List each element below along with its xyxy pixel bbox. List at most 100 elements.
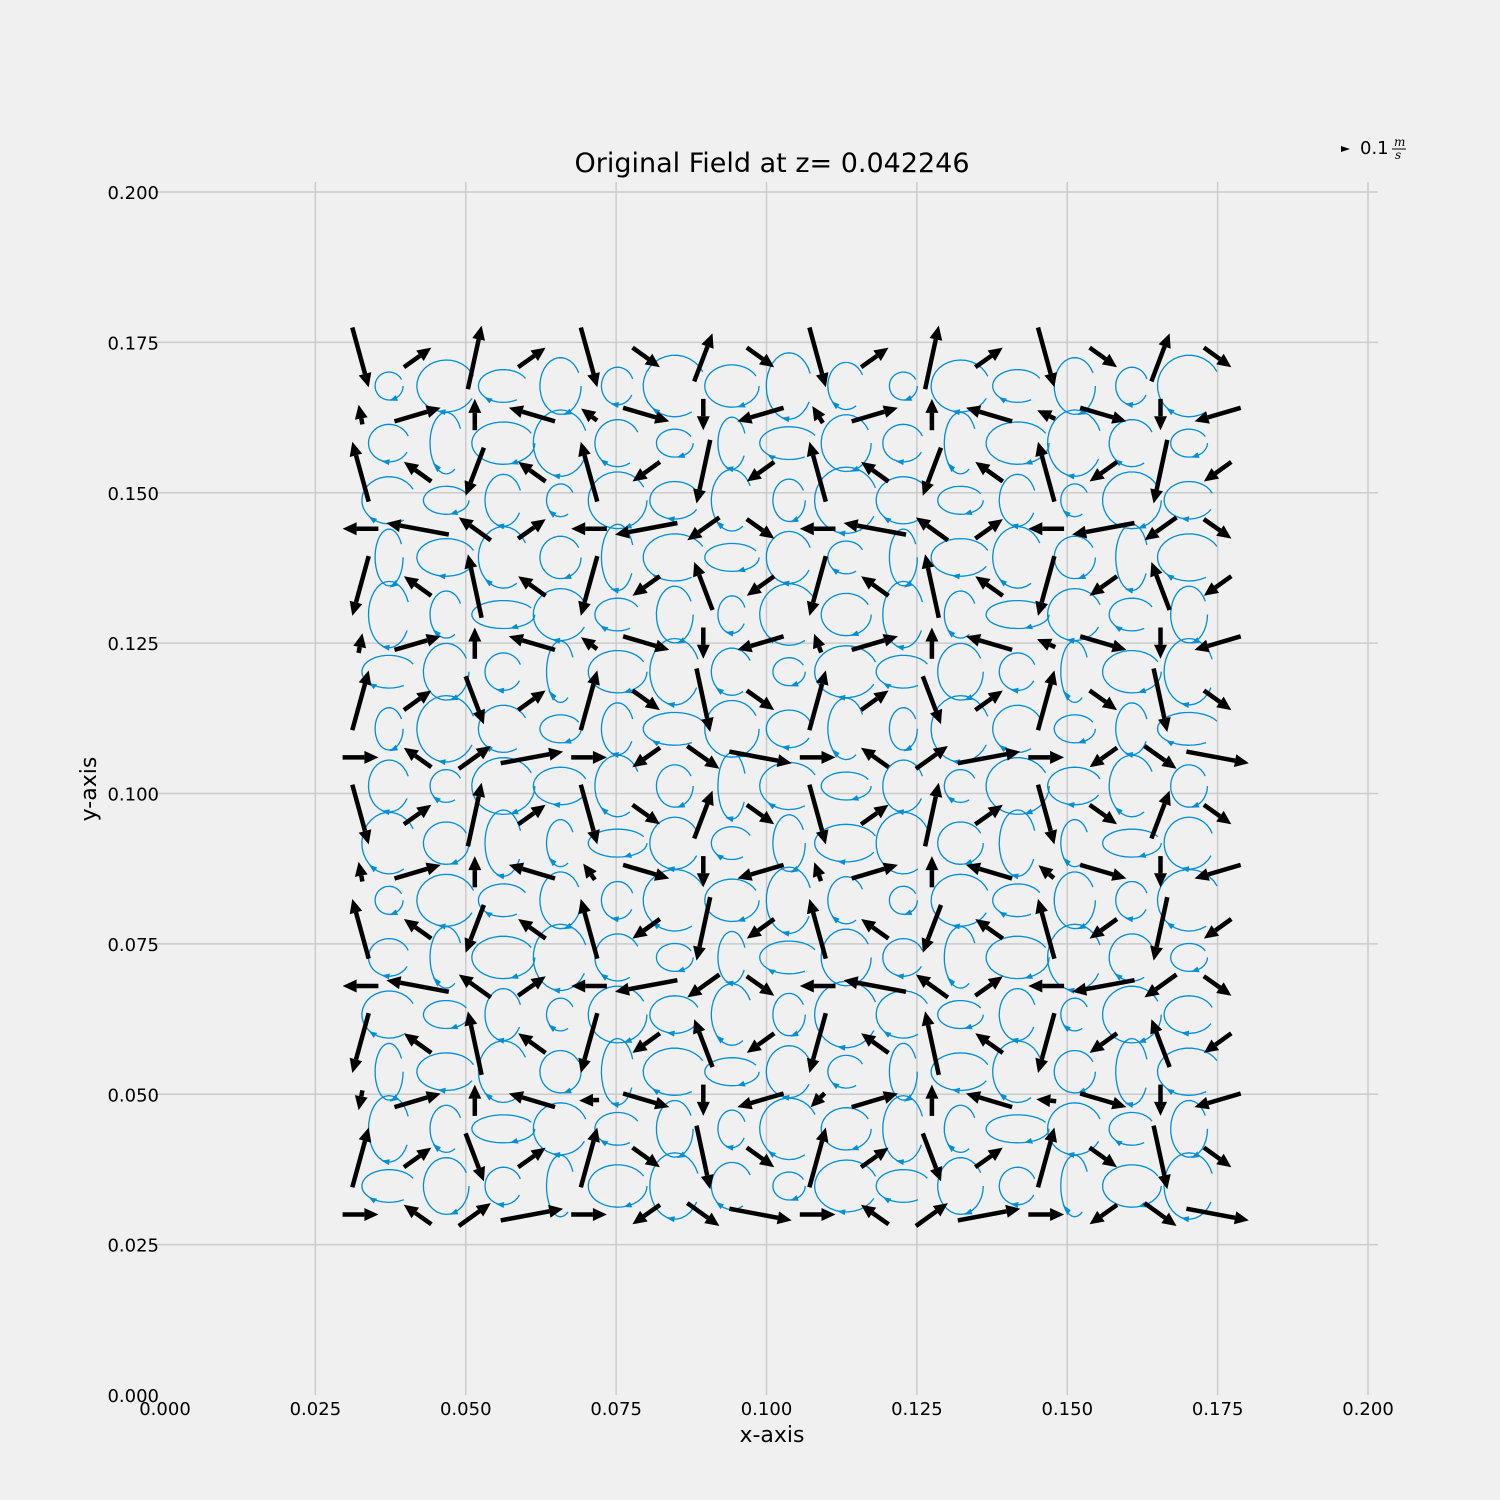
quiver-arrow-head <box>1028 522 1043 536</box>
streamline-arrowhead <box>837 530 846 537</box>
quiver-arrow-head <box>364 1208 379 1221</box>
quiver-arrow-head <box>615 525 630 539</box>
streamline-arrowhead <box>510 459 519 465</box>
streamline-arrowhead <box>437 1087 446 1094</box>
quiver-arrow-head <box>587 829 600 845</box>
streamline <box>361 990 414 1039</box>
quiver-arrow-head <box>1044 829 1057 845</box>
x-tick-label: 0.125 <box>891 1399 943 1420</box>
quiver-arrow-head <box>987 976 1003 990</box>
streamline-arrowhead <box>767 802 776 810</box>
streamline <box>930 1052 989 1092</box>
quiver-arrow-shaft <box>642 917 662 933</box>
quiver-arrow-head <box>921 480 934 496</box>
quiver-arrow-head <box>693 1019 706 1035</box>
streamline <box>985 421 1050 465</box>
streamline <box>1115 1037 1148 1106</box>
quiver-arrow-head <box>806 1057 820 1073</box>
quiver-arrow-head <box>930 1166 943 1182</box>
streamline-arrowhead <box>432 629 441 638</box>
quiver-arrow-shaft <box>694 668 710 719</box>
streamline <box>545 818 574 868</box>
streamline <box>882 580 924 649</box>
streamline-arrowhead <box>610 587 619 594</box>
streamline <box>992 1040 1041 1104</box>
quiver-arrow-head <box>1154 644 1167 659</box>
streamline <box>827 1054 864 1089</box>
quiver-arrow-shaft <box>1154 972 1178 992</box>
quiver-arrow-head <box>704 755 720 769</box>
streamline-arrowhead <box>883 1031 892 1038</box>
streamline <box>1053 871 1097 930</box>
streamline-arrowhead <box>715 1035 724 1044</box>
streamline <box>361 476 414 525</box>
quiver-arrow-shaft <box>756 574 776 590</box>
quiver-arrow-shaft <box>393 866 428 881</box>
streamline <box>1053 1049 1097 1094</box>
quiver-arrow-head <box>472 782 485 798</box>
streamline <box>888 371 918 401</box>
streamline <box>642 533 704 582</box>
streamline <box>937 999 984 1030</box>
quiver-arrow-shaft <box>528 468 547 484</box>
streamline-arrowhead <box>552 637 561 644</box>
streamline <box>882 1094 924 1163</box>
streamline <box>1156 711 1218 746</box>
streamline-arrowhead <box>1137 522 1147 529</box>
quiver-arrow-head <box>592 1208 607 1221</box>
streamline-arrowhead <box>837 859 846 866</box>
quiver-arrow-shaft <box>582 911 600 960</box>
quiver-arrow-head <box>587 670 600 686</box>
quiver-arrow-head <box>472 1166 485 1182</box>
streamline-arrowhead <box>1166 574 1175 581</box>
streamline <box>649 816 699 870</box>
quiver-arrow-shaft <box>353 1012 371 1061</box>
quiver-arrow-head <box>342 522 357 536</box>
quiver-arrow-shaft <box>1202 345 1222 361</box>
quiver-arrow-shaft <box>985 582 1005 598</box>
quiver-arrow-head <box>925 627 939 642</box>
streamline <box>943 590 976 639</box>
streamline-arrowhead <box>1191 1151 1200 1159</box>
y-tick-label: 0.100 <box>107 785 159 806</box>
quiver-arrow-head <box>358 372 372 388</box>
quiver-arrow-shaft <box>642 745 662 761</box>
quiver-arrow-head <box>632 468 648 482</box>
quiver-arrow-shaft <box>1213 917 1233 933</box>
quiver-arrow-shaft <box>1099 917 1119 933</box>
streamline <box>655 428 694 458</box>
quiver-arrow-shaft <box>578 326 596 375</box>
quiver-arrow-shaft <box>1154 896 1170 948</box>
streamline <box>992 883 1041 918</box>
streamline-arrowhead <box>381 1159 390 1166</box>
quiver-arrow-shaft <box>359 1089 365 1097</box>
streamline-arrowhead <box>510 973 519 979</box>
streamline-arrowhead <box>837 694 846 701</box>
streamline-arrowhead <box>1180 702 1190 708</box>
streamline <box>422 999 470 1030</box>
quiver-arrow-head <box>530 976 546 990</box>
streamline-arrowhead <box>883 683 892 690</box>
streamline <box>374 885 404 915</box>
quiver-arrow-head <box>587 372 600 388</box>
quiver-arrow-head <box>861 919 877 933</box>
streamline-arrowhead <box>837 1044 846 1051</box>
streamline-arrowhead <box>1062 1204 1071 1216</box>
quiver-arrow-head <box>508 405 525 418</box>
streamline <box>532 1102 587 1156</box>
quiver-arrow-shaft <box>1207 1091 1242 1106</box>
streamline <box>998 987 1036 1042</box>
streamline-arrowhead <box>1191 966 1200 973</box>
streamline-arrowhead <box>998 911 1008 918</box>
streamline <box>374 707 404 751</box>
quiver-arrow-shaft <box>871 1211 890 1227</box>
quiver-arrow-head <box>425 862 441 876</box>
streamline-arrowhead <box>790 1195 799 1201</box>
quiver-arrow-shaft <box>851 638 886 653</box>
quiver-arrow-shaft <box>807 683 825 731</box>
quiver-arrow-shaft <box>413 468 433 484</box>
streamline-arrowhead <box>850 795 860 801</box>
quiver-arrow-head <box>518 919 534 933</box>
streamline-arrowhead <box>610 1102 619 1108</box>
